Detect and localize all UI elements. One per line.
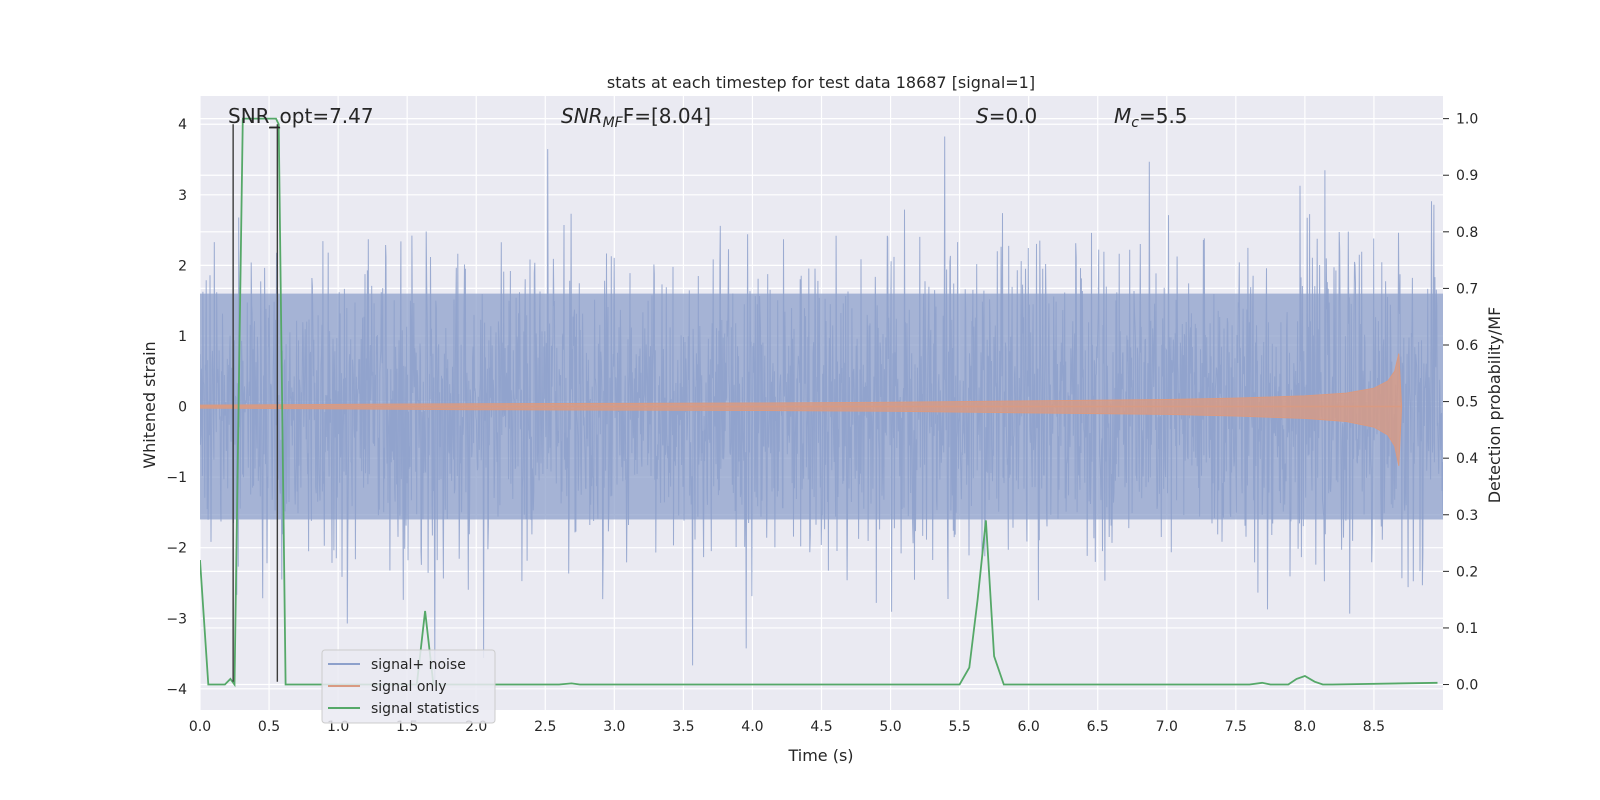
x-tick-label: 2.5 <box>534 719 556 735</box>
legend-label-noise: signal+ noise <box>371 657 466 673</box>
y-axis-label: Whitened strain <box>140 341 159 468</box>
annotation-snr-mf: SNRMFF=[8.04] <box>561 104 711 131</box>
x-tick-label: 3.5 <box>672 719 694 735</box>
plot-area <box>200 117 1443 688</box>
y-tick-label: 3 <box>178 188 187 204</box>
stats-series <box>200 117 1438 688</box>
y-ticks-right: 1.0 0.9 0.8 0.7 0.6 0.5 0.4 0.3 0.2 0.1 0.0 <box>1443 112 1478 694</box>
y-right-tick-label: 0.0 <box>1456 678 1478 694</box>
signal-envelope <box>200 353 1403 466</box>
x-axis-label: Time (s) <box>787 746 853 765</box>
y-right-tick-label: 0.7 <box>1456 281 1478 297</box>
legend: signal+ noise signal only signal statist… <box>321 649 496 724</box>
legend-label-signal: signal only <box>371 679 446 695</box>
stats-line <box>200 117 1438 688</box>
y-tick-label: 0 <box>178 400 187 416</box>
legend-label-stats: signal statistics <box>371 701 479 717</box>
marker-lines <box>232 124 281 682</box>
y-tick-label: 1 <box>178 329 187 345</box>
y-tick-label: −3 <box>166 611 187 627</box>
snr-mf-sub: MF <box>603 115 624 131</box>
annotation-s: S=0.0 <box>976 104 1037 128</box>
x-tick-label: 7.0 <box>1156 719 1178 735</box>
y-axis-label-right: Detection probability/MF <box>1485 307 1504 504</box>
signal-series <box>200 353 1403 466</box>
y-right-tick-label: 0.5 <box>1456 395 1478 411</box>
y-right-tick-label: 0.9 <box>1456 168 1478 184</box>
y-ticks-left: 4 3 2 1 0 −1 −2 −3 −4 <box>166 117 187 698</box>
x-tick-label: 0.0 <box>189 719 211 735</box>
y-right-tick-label: 0.3 <box>1456 508 1478 524</box>
y-tick-label: −2 <box>166 541 187 557</box>
mc-sub: c <box>1131 115 1139 131</box>
snr-mf-base: SNR <box>561 104 603 128</box>
y-tick-label: −4 <box>166 682 187 698</box>
x-tick-label: 0.5 <box>258 719 280 735</box>
y-tick-label: 4 <box>178 117 187 133</box>
snr-mf-rest: F=[8.04] <box>623 104 711 128</box>
x-tick-label: 8.5 <box>1363 719 1385 735</box>
y-right-tick-label: 0.4 <box>1456 451 1478 467</box>
x-tick-label: 5.0 <box>879 719 901 735</box>
x-tick-label: 4.0 <box>741 719 763 735</box>
x-tick-label: 8.0 <box>1294 719 1316 735</box>
x-tick-label: 4.5 <box>810 719 832 735</box>
s-rest: =0.0 <box>989 104 1038 128</box>
y-right-tick-label: 0.8 <box>1456 225 1478 241</box>
y-tick-label: 2 <box>178 258 187 274</box>
x-tick-label: 5.5 <box>948 719 970 735</box>
annotation-mc: Mc=5.5 <box>1114 104 1188 131</box>
mc-rest: =5.5 <box>1139 104 1188 128</box>
y-right-tick-label: 0.1 <box>1456 621 1478 637</box>
y-right-tick-label: 0.6 <box>1456 338 1478 354</box>
x-ticks: 0.0 0.5 1.0 1.5 2.0 2.5 3.0 3.5 4.0 4.5 5.0 5.5 6.0 6… <box>189 719 1385 735</box>
x-tick-label: 3.0 <box>603 719 625 735</box>
legend-box <box>321 649 496 724</box>
chart-title: stats at each timestep for test data 186… <box>607 73 1035 92</box>
mc-base: M <box>1114 104 1131 128</box>
x-tick-label: 6.0 <box>1018 719 1040 735</box>
y-right-tick-label: 0.2 <box>1456 564 1478 580</box>
y-tick-label: −1 <box>166 470 187 486</box>
s-base: S <box>976 104 989 128</box>
y-right-tick-label: 1.0 <box>1456 112 1478 128</box>
x-tick-label: 6.5 <box>1087 719 1109 735</box>
x-tick-label: 7.5 <box>1225 719 1247 735</box>
annotation-snr-opt: SNR_opt=7.47 <box>228 104 374 128</box>
